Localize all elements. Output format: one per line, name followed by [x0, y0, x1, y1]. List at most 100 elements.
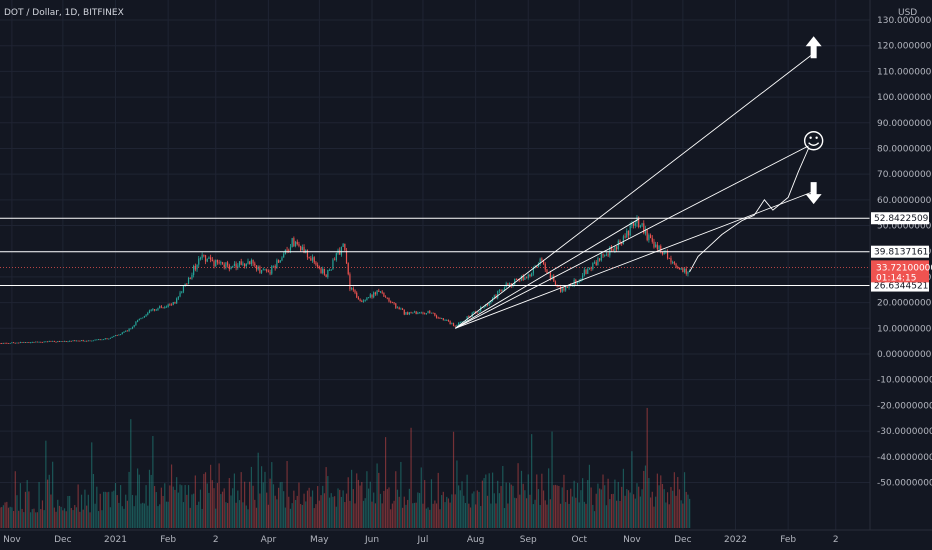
candle-body[interactable] [424, 313, 426, 315]
candle-body[interactable] [172, 302, 174, 305]
candle-body[interactable] [649, 235, 652, 238]
candle-body[interactable] [485, 304, 487, 307]
candle-body[interactable] [437, 317, 439, 319]
candle-body[interactable] [298, 244, 300, 247]
candle-body[interactable] [330, 269, 332, 271]
candle-body[interactable] [218, 262, 220, 264]
candle-body[interactable] [125, 330, 127, 332]
candle-body[interactable] [323, 268, 326, 275]
candle-body[interactable] [120, 334, 122, 335]
candle-body[interactable] [588, 268, 591, 270]
candle-body[interactable] [153, 309, 156, 311]
candle-body[interactable] [45, 341, 47, 343]
candle-body[interactable] [142, 317, 144, 319]
candle-body[interactable] [9, 343, 11, 344]
candle-body[interactable] [99, 339, 101, 341]
candle-body[interactable] [542, 260, 545, 265]
candle-body[interactable] [210, 257, 212, 260]
candle-body[interactable] [233, 263, 236, 267]
candle-body[interactable] [225, 262, 227, 268]
candle-body[interactable] [131, 326, 134, 329]
candle-body[interactable] [252, 260, 254, 264]
candle-body[interactable] [600, 254, 602, 261]
candle-body[interactable] [593, 262, 596, 264]
candle-body[interactable] [92, 340, 95, 342]
candle-body[interactable] [262, 269, 264, 271]
candle-body[interactable] [28, 342, 30, 343]
candle-body[interactable] [554, 281, 557, 285]
trend-line[interactable] [455, 191, 813, 329]
candle-body[interactable] [53, 341, 55, 342]
candle-body[interactable] [242, 263, 244, 265]
candle-body[interactable] [114, 335, 117, 337]
candle-body[interactable] [70, 340, 72, 342]
candle-body[interactable] [687, 271, 689, 274]
candle-body[interactable] [447, 320, 450, 322]
candle-body[interactable] [293, 238, 295, 247]
candle-body[interactable] [306, 250, 309, 258]
candle-body[interactable] [87, 340, 89, 342]
candle-body[interactable] [310, 258, 312, 261]
candle-body[interactable] [597, 258, 599, 266]
candle-body[interactable] [352, 288, 354, 291]
candle-body[interactable] [395, 303, 397, 308]
candle-body[interactable] [590, 268, 592, 270]
candle-body[interactable] [393, 302, 395, 304]
candle-body[interactable] [432, 312, 434, 314]
candle-body[interactable] [422, 312, 424, 314]
candle-body[interactable] [213, 261, 215, 267]
candle-body[interactable] [483, 306, 485, 308]
candle-body[interactable] [653, 241, 655, 248]
candle-body[interactable] [75, 340, 78, 342]
candle-body[interactable] [77, 340, 79, 342]
trend-line[interactable] [454, 53, 814, 329]
candle-body[interactable] [211, 259, 213, 262]
candle-body[interactable] [148, 310, 151, 313]
candle-body[interactable] [223, 264, 225, 268]
candle-body[interactable] [413, 311, 416, 313]
candle-body[interactable] [177, 296, 179, 299]
candle-body[interactable] [602, 254, 604, 256]
candle-body[interactable] [269, 272, 271, 274]
candle-body[interactable] [328, 270, 331, 271]
candle-body[interactable] [429, 311, 431, 313]
candle-body[interactable] [427, 311, 429, 314]
candle-body[interactable] [345, 250, 348, 264]
candle-body[interactable] [238, 261, 241, 266]
candle-body[interactable] [568, 284, 570, 288]
candle-body[interactable] [35, 341, 37, 343]
candle-body[interactable] [48, 340, 50, 342]
candle-body[interactable] [167, 304, 169, 307]
candle-body[interactable] [605, 254, 608, 256]
candle-body[interactable] [24, 342, 27, 343]
candle-body[interactable] [396, 307, 399, 309]
candle-body[interactable] [682, 268, 684, 273]
candle-body[interactable] [193, 265, 195, 275]
candle-body[interactable] [89, 340, 91, 342]
candle-body[interactable] [576, 281, 579, 284]
candle-body[interactable] [537, 263, 540, 267]
candle-body[interactable] [563, 288, 565, 291]
candle-body[interactable] [500, 290, 502, 291]
candle-body[interactable] [191, 274, 193, 279]
candle-body[interactable] [267, 271, 269, 273]
candle-body[interactable] [254, 263, 256, 266]
candle-body[interactable] [643, 223, 645, 234]
candle-body[interactable] [201, 254, 203, 259]
candle-body[interactable] [19, 342, 21, 343]
candle-body[interactable] [203, 254, 205, 256]
candle-body[interactable] [179, 292, 181, 297]
candle-body[interactable] [196, 264, 198, 270]
candle-body[interactable] [165, 306, 168, 308]
candle-body[interactable] [33, 342, 35, 343]
candle-body[interactable] [228, 265, 230, 270]
candle-body[interactable] [583, 269, 585, 276]
candle-body[interactable] [208, 257, 210, 259]
candle-body[interactable] [514, 278, 516, 285]
candle-body[interactable] [415, 311, 417, 315]
candle-body[interactable] [245, 263, 247, 267]
candle-body[interactable] [454, 326, 456, 327]
candle-body[interactable] [237, 265, 239, 268]
candle-body[interactable] [488, 302, 490, 306]
